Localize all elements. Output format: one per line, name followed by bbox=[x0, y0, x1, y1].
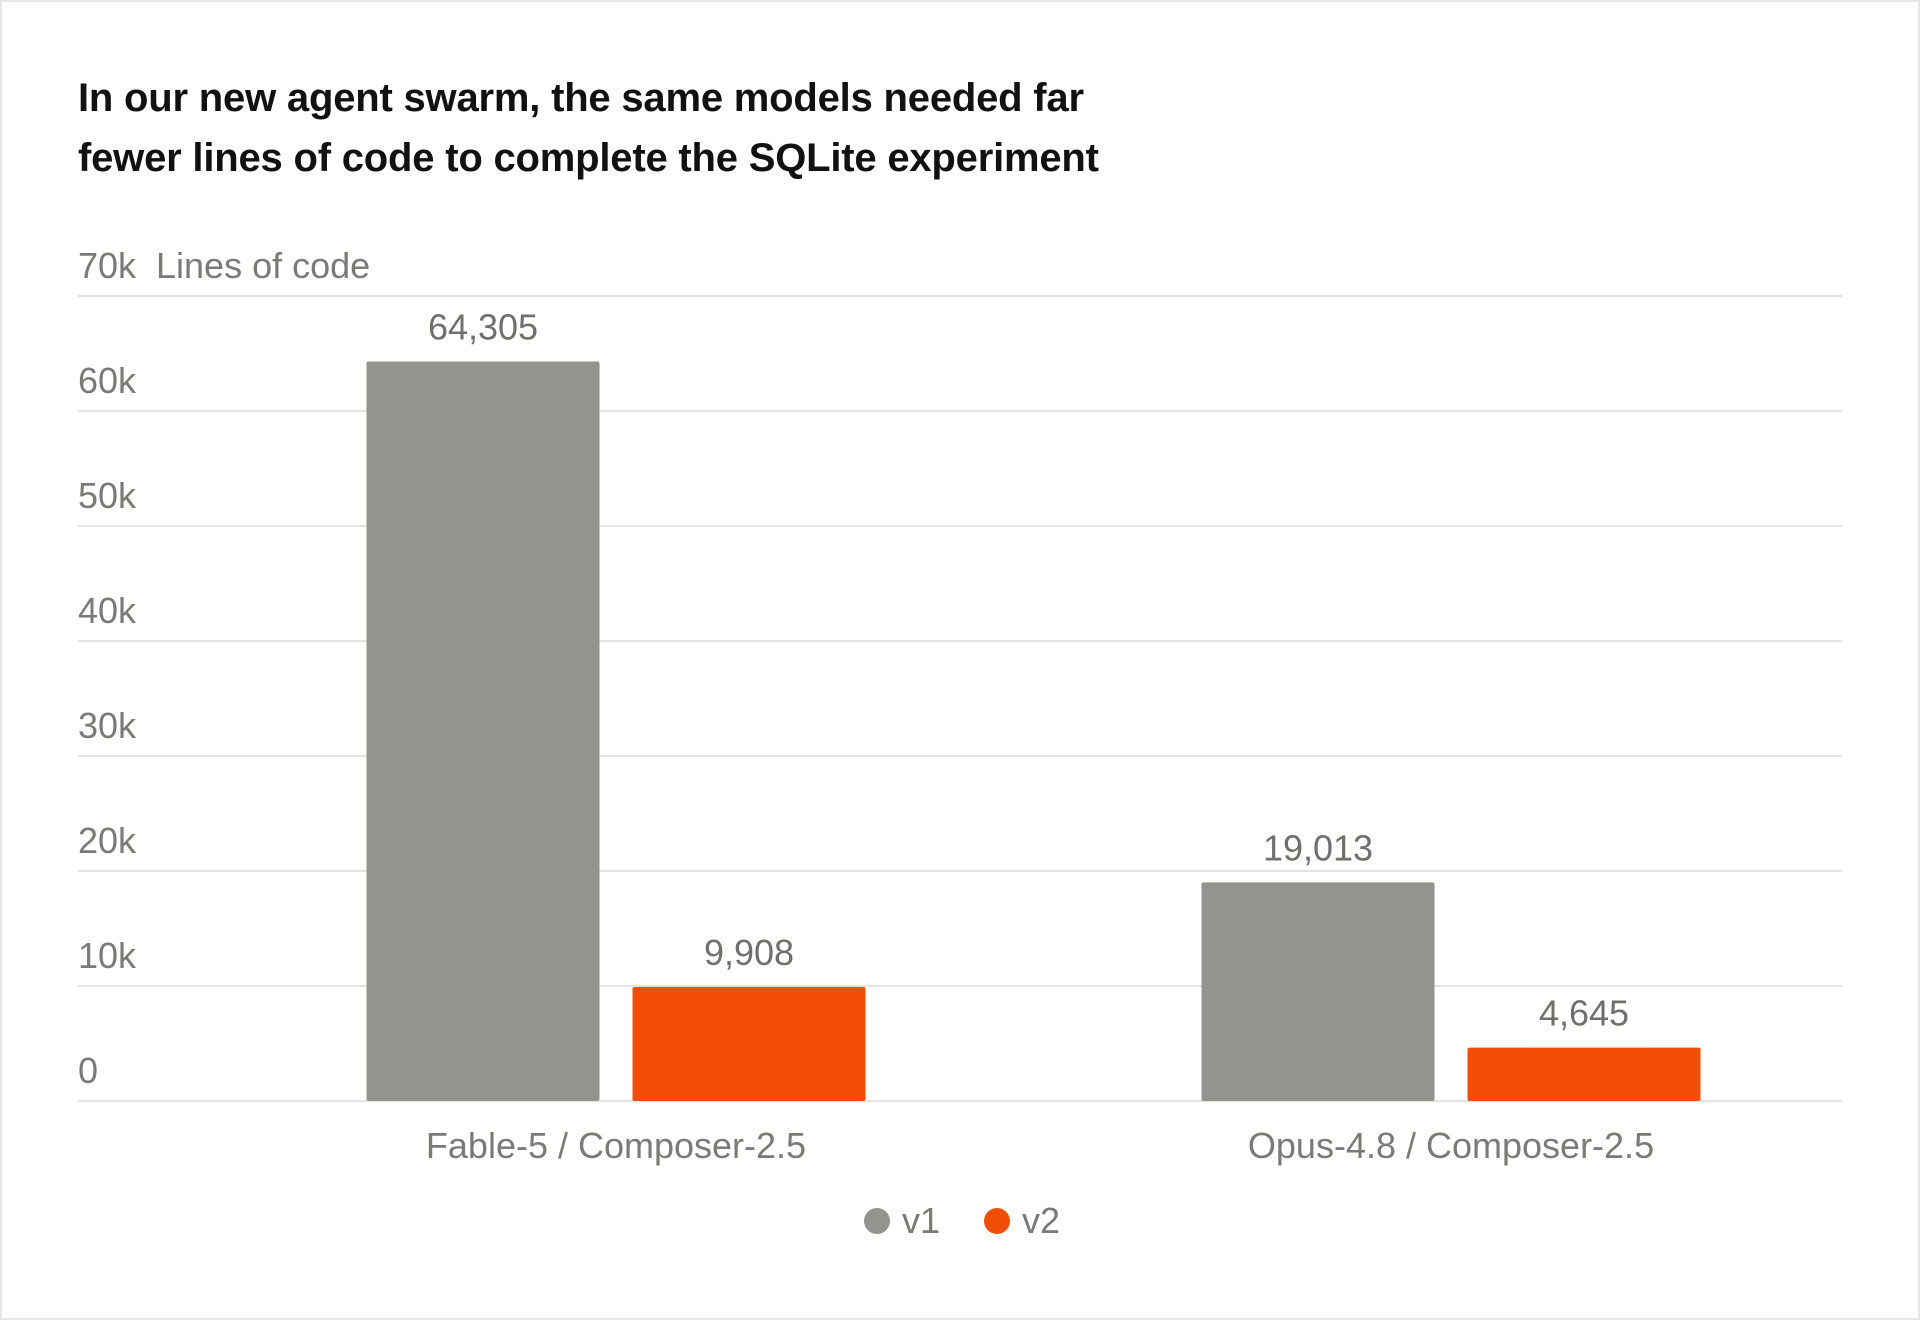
chart-title-line-1: In our new agent swarm, the same models … bbox=[78, 76, 1084, 120]
x-category-label-1: Opus-4.8 / Composer-2.5 bbox=[1248, 1125, 1654, 1166]
bar-v1-1 bbox=[1201, 882, 1435, 1101]
y-tick-label-6: 60k bbox=[78, 360, 137, 401]
legend-swatch-v1 bbox=[863, 1208, 890, 1234]
legend-label-v2: v2 bbox=[1022, 1200, 1061, 1241]
legend-swatch-v2 bbox=[984, 1208, 1010, 1234]
bar-v2-0 bbox=[632, 987, 866, 1101]
y-tick-label-4: 40k bbox=[78, 590, 137, 631]
bar-v1-0 bbox=[366, 361, 600, 1101]
legend-item-v1: v1 bbox=[863, 1200, 940, 1242]
data-label-v2-1: 4,645 bbox=[1539, 993, 1629, 1034]
x-category-label-0: Fable-5 / Composer-2.5 bbox=[426, 1125, 806, 1166]
y-tick-label-2: 20k bbox=[78, 820, 137, 861]
bar-v2-1 bbox=[1467, 1047, 1701, 1101]
legend-item-v2: v2 bbox=[984, 1200, 1060, 1242]
chart-title-line-2: fewer lines of code to complete the SQLi… bbox=[78, 136, 1099, 180]
y-axis-unit-label: Lines of code bbox=[156, 245, 370, 286]
data-label-v1-0: 64,305 bbox=[428, 306, 538, 347]
data-label-v1-1: 19,013 bbox=[1263, 827, 1373, 868]
y-tick-label-5: 50k bbox=[78, 475, 137, 516]
y-tick-label-0: 0 bbox=[78, 1050, 98, 1091]
y-tick-label-3: 30k bbox=[78, 705, 137, 746]
y-tick-label-7: 70k bbox=[78, 245, 137, 286]
legend-label-v1: v1 bbox=[901, 1200, 940, 1241]
chart-legend: v1 v2 bbox=[2, 1200, 1920, 1242]
y-tick-label-1: 10k bbox=[78, 935, 137, 976]
data-label-v2-0: 9,908 bbox=[704, 932, 794, 973]
chart-title: In our new agent swarm, the same models … bbox=[78, 68, 1278, 188]
